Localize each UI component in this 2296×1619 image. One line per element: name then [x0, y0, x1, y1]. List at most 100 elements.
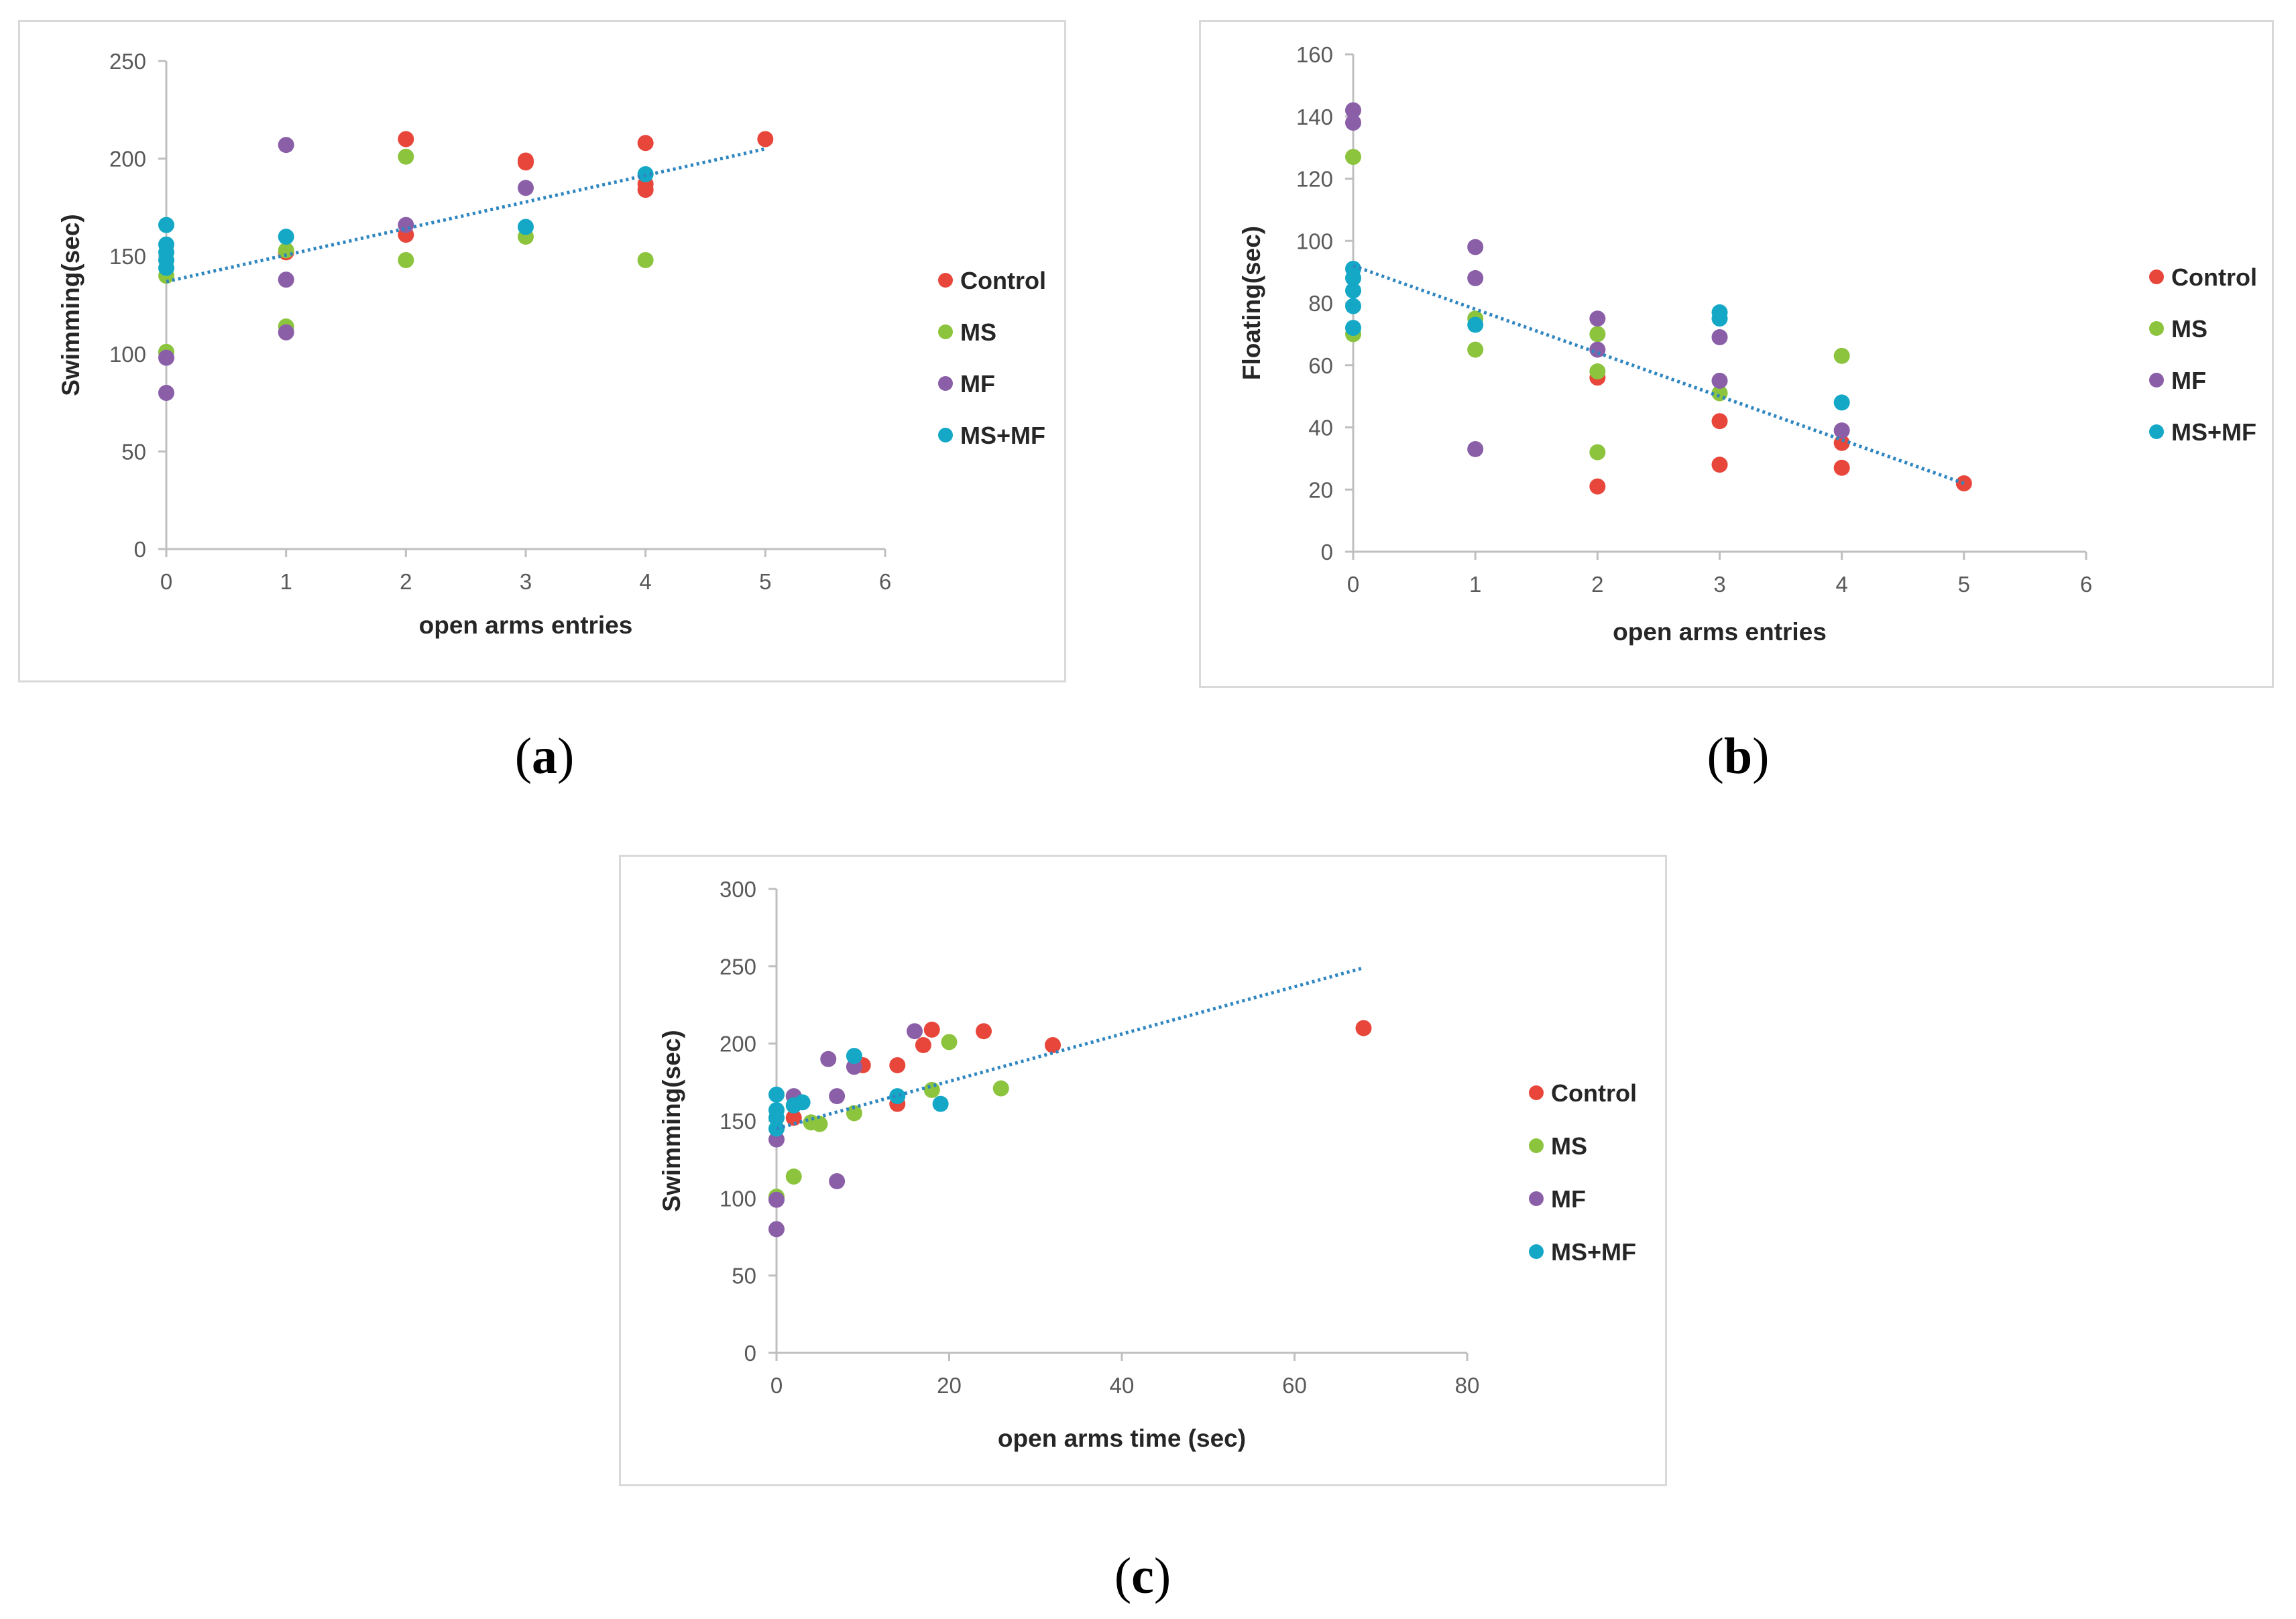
y-tick-label: 0	[744, 1341, 756, 1366]
data-point	[158, 349, 174, 366]
data-point	[1589, 444, 1606, 461]
legend-marker	[2149, 321, 2164, 336]
data-point	[932, 1095, 949, 1112]
caption-b: (b)	[1707, 728, 1770, 784]
data-point	[820, 1051, 837, 1067]
legend-marker	[2149, 373, 2164, 387]
data-point	[923, 1081, 940, 1098]
data-point	[1345, 149, 1361, 166]
y-tick-label: 200	[109, 147, 146, 172]
legend-label: MF	[2171, 367, 2206, 394]
y-tick-label: 250	[720, 954, 756, 979]
data-point	[637, 252, 654, 269]
data-point	[1589, 341, 1606, 358]
legend-label: Control	[1551, 1079, 1637, 1107]
data-point	[1711, 372, 1728, 389]
legend-label: MF	[960, 370, 995, 398]
y-tick-label: 50	[732, 1264, 756, 1288]
data-point	[941, 1034, 958, 1051]
data-point	[785, 1110, 802, 1126]
data-point	[398, 148, 414, 165]
y-tick-label: 150	[720, 1109, 756, 1134]
data-point	[889, 1057, 906, 1073]
x-tick-label: 3	[1713, 572, 1725, 597]
legend-marker	[938, 376, 953, 391]
data-point	[846, 1048, 862, 1065]
chart-a-plot: 0 50 100 150 200 250 0 1 2 3 4 5 6 open arms entries S…	[57, 49, 1046, 639]
data-point	[976, 1023, 992, 1040]
data-point	[1345, 320, 1361, 337]
x-tick-label: 5	[759, 569, 771, 594]
y-tick-label: 50	[121, 439, 146, 464]
x-tick-label: 0	[770, 1373, 783, 1398]
x-tick-label: 4	[639, 569, 651, 594]
data-point	[1589, 326, 1606, 343]
data-point	[158, 217, 174, 233]
y-tick-label: 40	[1308, 416, 1333, 440]
y-axis-title: Swimming(sec)	[658, 1030, 685, 1211]
x-tick-label: 2	[400, 569, 412, 594]
data-point	[1589, 310, 1606, 327]
x-tick-label: 1	[1469, 572, 1481, 597]
trendline	[1353, 263, 1965, 485]
data-point	[785, 1168, 802, 1185]
data-point	[1345, 282, 1361, 299]
trendline	[776, 966, 1365, 1130]
legend-marker	[1529, 1085, 1544, 1100]
data-point	[278, 137, 294, 154]
data-point	[768, 1221, 785, 1238]
y-tick-label: 140	[1296, 105, 1333, 129]
data-point	[1833, 347, 1850, 364]
y-tick-label: 80	[1308, 291, 1333, 316]
chart-c-plot: 0 50 100 150 200 250 300 0 20 40 60 80 open arms tim…	[658, 877, 1637, 1452]
x-axis-title: open arms time (sec)	[998, 1425, 1246, 1452]
x-tick-label: 40	[1110, 1373, 1135, 1398]
x-tick-label: 60	[1282, 1373, 1307, 1398]
legend-label: MS+MF	[960, 422, 1045, 449]
legend-marker	[1529, 1244, 1544, 1259]
x-tick-label: 0	[1347, 572, 1359, 597]
y-tick-label: 150	[109, 244, 146, 269]
data-point	[1467, 341, 1484, 358]
data-point	[1467, 239, 1484, 255]
chart-b-frame: 0 20 40 60 80 100 120 140 160 0 1 2 3 4 5 6 open arms en…	[1199, 20, 2274, 688]
x-tick-label: 1	[280, 569, 292, 594]
data-point	[637, 135, 654, 152]
legend-label: Control	[2171, 263, 2257, 291]
data-point	[923, 1021, 940, 1038]
data-point	[768, 1191, 785, 1208]
data-point	[1711, 413, 1728, 430]
y-tick-label: 0	[1321, 540, 1333, 564]
data-point	[518, 180, 534, 196]
y-tick-label: 250	[109, 49, 146, 74]
data-point	[1467, 269, 1484, 286]
x-tick-label: 80	[1455, 1373, 1480, 1398]
y-axis-title: Floating(sec)	[1238, 226, 1265, 380]
data-point	[1589, 363, 1606, 380]
data-point	[768, 1086, 785, 1103]
y-tick-label: 20	[1308, 477, 1333, 502]
data-point	[846, 1105, 862, 1122]
legend-label: MF	[1551, 1185, 1586, 1213]
y-tick-label: 300	[720, 877, 756, 902]
x-tick-label: 6	[879, 569, 891, 594]
data-point	[1711, 457, 1728, 473]
y-tick-label: 0	[134, 537, 146, 562]
x-tick-label: 20	[937, 1373, 962, 1398]
y-tick-label: 200	[720, 1032, 756, 1057]
data-point	[398, 252, 414, 269]
data-point	[1045, 1036, 1061, 1053]
chart-c-frame: 0 50 100 150 200 250 300 0 20 40 60 80 open arms tim…	[619, 855, 1667, 1486]
x-tick-label: 3	[520, 569, 532, 594]
x-tick-label: 2	[1591, 572, 1603, 597]
data-point	[1345, 115, 1361, 131]
x-axis-title: open arms entries	[419, 611, 633, 639]
data-point	[518, 152, 534, 169]
y-axis-title: Swimming(sec)	[57, 214, 84, 396]
data-point	[518, 219, 534, 235]
data-point	[398, 217, 414, 233]
x-tick-label: 5	[1958, 572, 1970, 597]
y-tick-label: 100	[720, 1186, 756, 1211]
data-point	[1833, 422, 1850, 439]
legend-marker	[1529, 1191, 1544, 1206]
